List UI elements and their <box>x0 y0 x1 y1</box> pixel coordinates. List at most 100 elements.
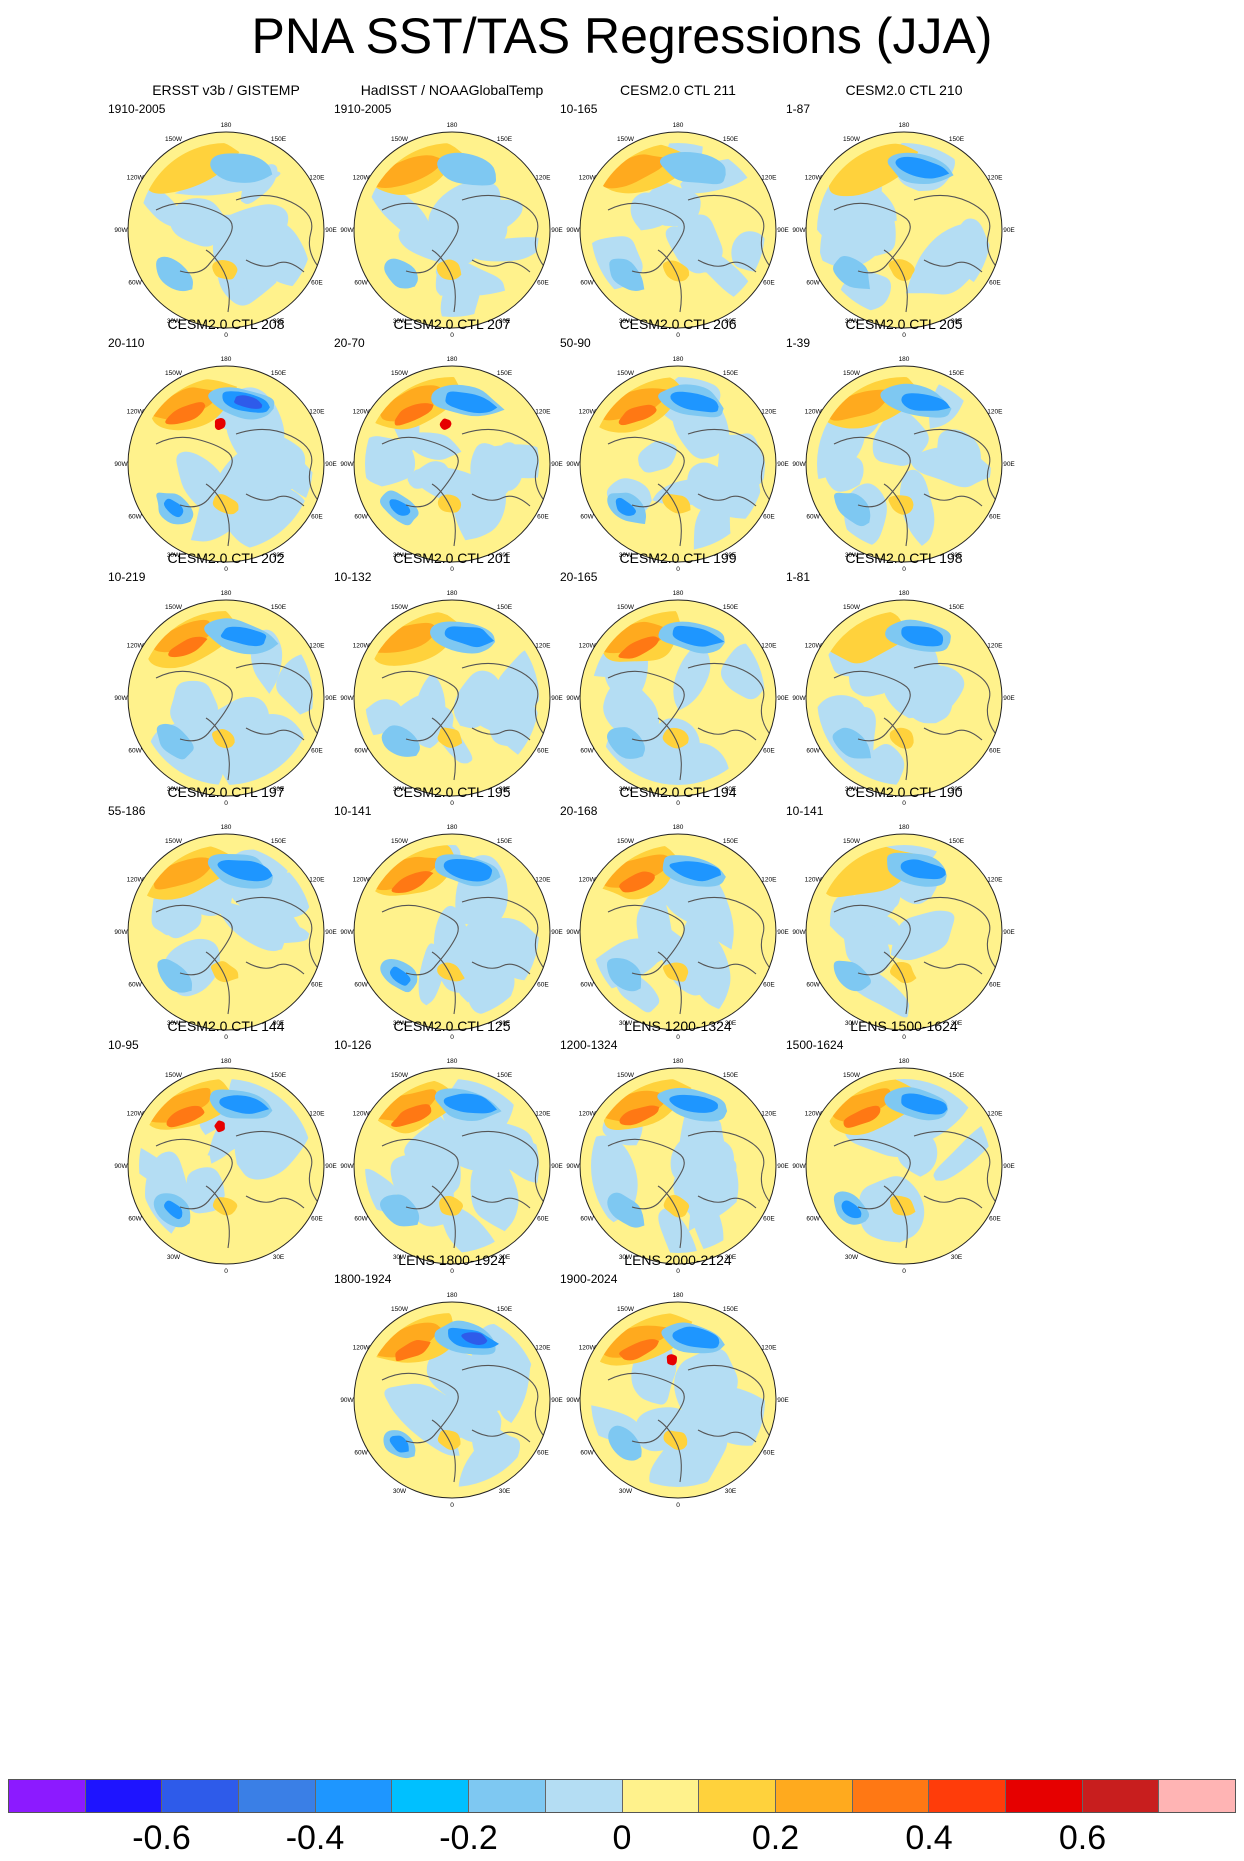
panel-title: CESM2.0 CTL 210 <box>845 82 963 98</box>
longitude-label: 30E <box>273 1254 285 1261</box>
longitude-label: 60W <box>580 748 594 755</box>
longitude-label: 60W <box>354 1216 368 1223</box>
longitude-label: 120E <box>535 1111 551 1118</box>
longitude-label: 120W <box>353 643 371 650</box>
longitude-label: 60W <box>128 1216 142 1223</box>
longitude-label: 180 <box>899 122 910 129</box>
colorbar-swatch <box>9 1780 86 1812</box>
polar-stereographic-map: 180 150E 120E 90E 60E 30E 0 30W 60W 90W 120W 150W <box>340 1292 563 1509</box>
colorbar-swatch <box>315 1780 393 1812</box>
colorbar-swatch <box>469 1780 546 1812</box>
panel-year-range: 10-95 <box>108 1038 139 1052</box>
longitude-label: 90W <box>114 227 128 234</box>
longitude-label: 150W <box>165 604 183 611</box>
longitude-label: 90E <box>325 461 337 468</box>
longitude-label: 120E <box>309 643 325 650</box>
longitude-label: 90W <box>792 1163 806 1170</box>
longitude-label: 90E <box>777 929 789 936</box>
longitude-label: 30E <box>499 318 511 325</box>
longitude-label: 120E <box>761 1111 777 1118</box>
longitude-label: 0 <box>450 1034 454 1041</box>
longitude-label: 90W <box>792 227 806 234</box>
panel-title: CESM2.0 CTL 206 <box>619 316 737 332</box>
longitude-label: 180 <box>673 590 684 597</box>
longitude-label: 0 <box>450 1502 454 1509</box>
panel-title: HadISST / NOAAGlobalTemp <box>360 82 544 98</box>
longitude-label: 150W <box>617 370 635 377</box>
map-panel: ERSST v3b / GISTEMP 180 150E 120E 90E 60E 30E 0… <box>98 82 354 352</box>
longitude-label: 0 <box>676 1502 680 1509</box>
longitude-label: 180 <box>221 122 232 129</box>
longitude-label: 30E <box>499 786 511 793</box>
colorbar-tick-label: 0.6 <box>1058 1819 1107 1857</box>
longitude-label: 150E <box>271 370 287 377</box>
longitude-label: 0 <box>902 1034 906 1041</box>
longitude-label: 60E <box>989 1216 1001 1223</box>
longitude-label: 180 <box>899 356 910 363</box>
longitude-label: 60E <box>763 1450 775 1457</box>
longitude-label: 150W <box>843 136 861 143</box>
longitude-label: 90W <box>114 1163 128 1170</box>
longitude-label: 180 <box>221 824 232 831</box>
longitude-label: 30W <box>393 786 407 793</box>
map-panel: CESM2.0 CTL 211 180 150E 120E 90E 60E 30E 0 30W 6… <box>550 82 806 352</box>
map-panel: CESM2.0 CTL 199 180 150E 120E 90E 60E 30E 0 30W 6… <box>550 550 806 820</box>
colorbar-tick-label: 0.4 <box>905 1819 953 1857</box>
longitude-label: 150W <box>391 604 409 611</box>
longitude-label: 30E <box>725 786 737 793</box>
longitude-label: 0 <box>450 800 454 807</box>
colorbar-swatch <box>1159 1780 1235 1812</box>
longitude-label: 120W <box>127 409 145 416</box>
longitude-label: 90W <box>566 1397 580 1404</box>
longitude-label: 90W <box>566 1163 580 1170</box>
longitude-label: 120E <box>309 1111 325 1118</box>
longitude-label: 120E <box>761 877 777 884</box>
panel-title: LENS 1200-1324 <box>624 1018 732 1034</box>
longitude-label: 150W <box>617 1306 635 1313</box>
longitude-label: 120E <box>761 1345 777 1352</box>
longitude-label: 180 <box>447 590 458 597</box>
polar-stereographic-map: 180 150E 120E 90E 60E 30E 0 30W 60W 90W 120W 150W <box>340 824 563 1041</box>
colorbar-tick-label: -0.2 <box>439 1819 498 1857</box>
longitude-label: 60W <box>580 280 594 287</box>
longitude-label: 150E <box>723 136 739 143</box>
longitude-label: 150W <box>843 370 861 377</box>
colorbar-tick-label: -0.4 <box>285 1819 345 1857</box>
longitude-label: 60W <box>128 748 142 755</box>
panel-title: CESM2.0 CTL 199 <box>619 550 737 566</box>
longitude-label: 0 <box>676 1034 680 1041</box>
longitude-label: 0 <box>450 566 454 573</box>
longitude-label: 150W <box>617 136 635 143</box>
longitude-label: 120W <box>579 175 597 182</box>
longitude-label: 150W <box>391 1306 409 1313</box>
longitude-label: 150E <box>497 1072 513 1079</box>
map-panel: CESM2.0 CTL 190 180 150E 120E 90E 60E 30E 0 30W 6… <box>776 784 1032 1054</box>
colorbar-swatch <box>239 1780 316 1812</box>
longitude-label: 60W <box>354 1450 368 1457</box>
longitude-label: 30E <box>499 552 511 559</box>
longitude-label: 60W <box>128 982 142 989</box>
longitude-label: 90E <box>1003 929 1015 936</box>
longitude-label: 90W <box>114 929 128 936</box>
longitude-label: 120E <box>987 1111 1003 1118</box>
longitude-label: 90E <box>1003 695 1015 702</box>
longitude-label: 150W <box>165 1072 183 1079</box>
longitude-label: 30E <box>273 318 285 325</box>
longitude-label: 90W <box>340 1163 354 1170</box>
map-panel: CESM2.0 CTL 144 180 150E 120E 90E 60E 30E 0 30W 6… <box>98 1018 354 1288</box>
figure-title: PNA SST/TAS Regressions (JJA) <box>251 8 993 64</box>
colorbar-tick-label: -0.6 <box>132 1819 191 1857</box>
panel-year-range: 1200-1324 <box>560 1038 618 1052</box>
longitude-label: 0 <box>676 800 680 807</box>
longitude-label: 120W <box>127 877 145 884</box>
longitude-label: 0 <box>224 566 228 573</box>
longitude-label: 60E <box>537 514 549 521</box>
panel-year-range: 20-168 <box>560 804 598 818</box>
longitude-label: 60W <box>354 748 368 755</box>
longitude-label: 30E <box>725 1254 737 1261</box>
map-panel: LENS 1800-1924 180 150E 120E 90E 60E 30E 0 30W 60… <box>324 1252 580 1522</box>
panel-title: CESM2.0 CTL 197 <box>167 784 285 800</box>
longitude-label: 60E <box>763 982 775 989</box>
longitude-label: 90W <box>566 695 580 702</box>
longitude-label: 60W <box>128 280 142 287</box>
